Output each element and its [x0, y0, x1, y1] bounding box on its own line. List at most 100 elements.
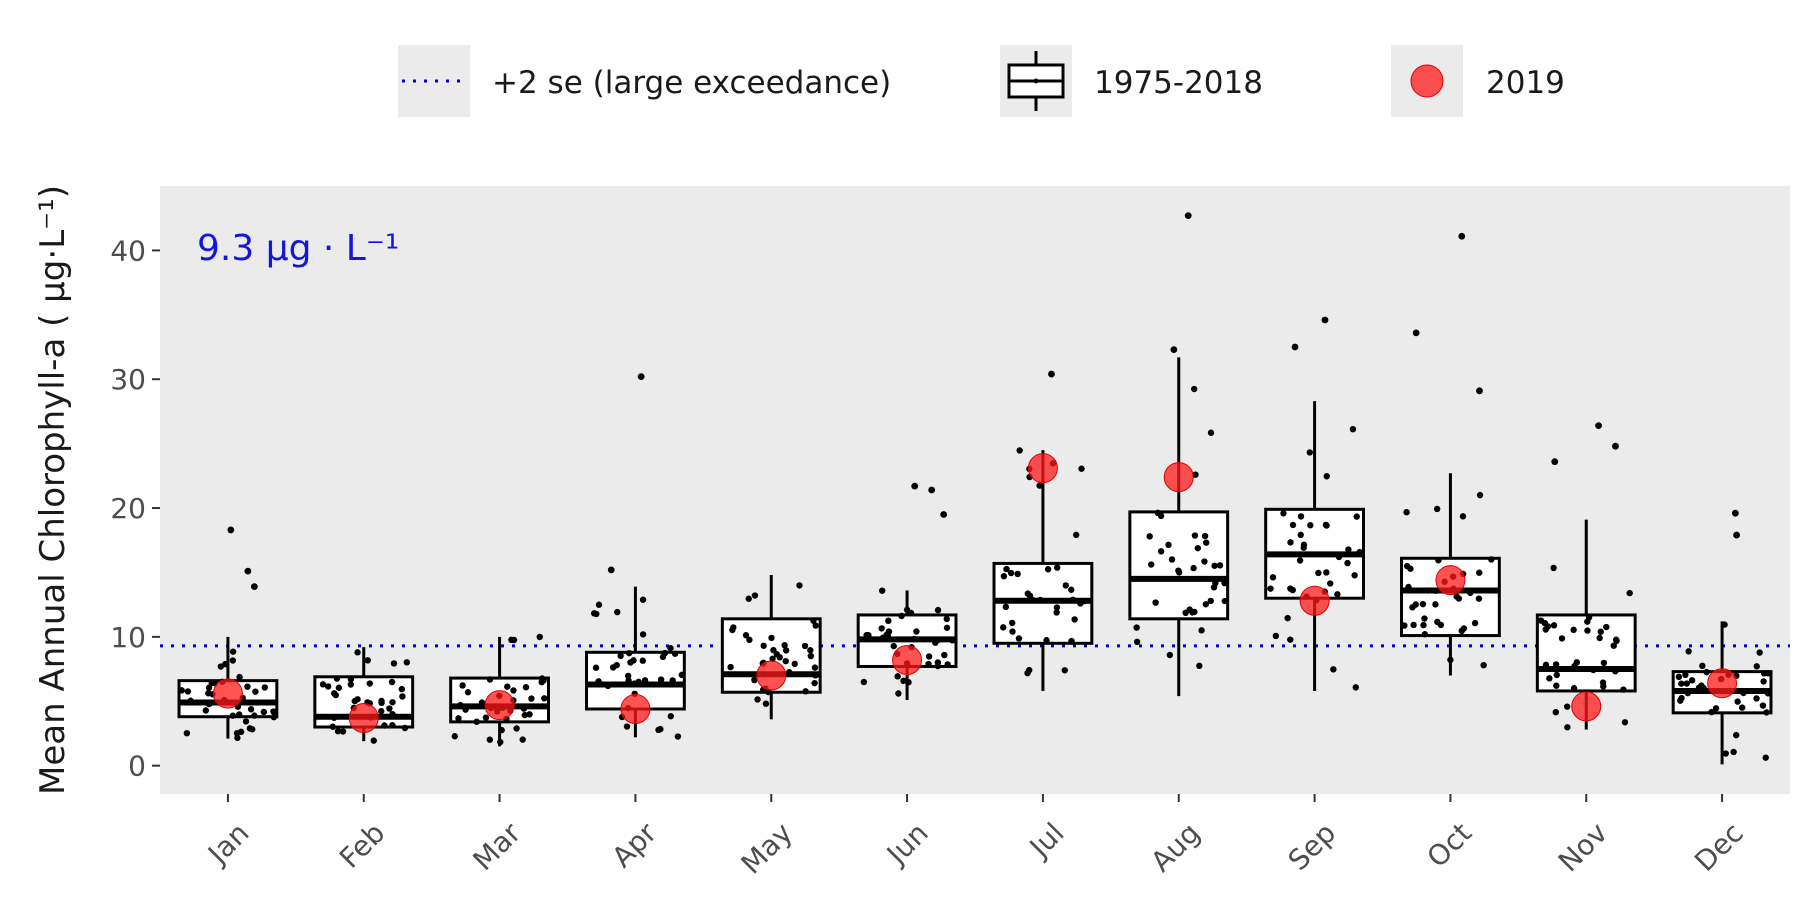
- observation-point: [528, 695, 535, 702]
- observation-point: [1620, 686, 1627, 693]
- observation-point: [1191, 385, 1198, 393]
- observation-point: [1421, 615, 1428, 622]
- observation-point: [1738, 704, 1746, 711]
- observation-point: [334, 727, 342, 735]
- observation-point: [370, 737, 377, 744]
- observation-point: [1003, 565, 1010, 573]
- observation-point: [1688, 677, 1696, 684]
- observation-point: [1289, 586, 1296, 594]
- observation-point: [1352, 684, 1359, 691]
- observation-point: [1703, 668, 1710, 676]
- observation-point: [251, 712, 258, 719]
- observation-point: [1590, 666, 1597, 674]
- observation-point: [1053, 604, 1061, 611]
- observation-point: [270, 713, 278, 721]
- observation-point: [1133, 638, 1141, 646]
- observation-point: [1684, 689, 1692, 697]
- observation-point: [261, 684, 268, 691]
- observation-point: [1356, 548, 1363, 556]
- y-tick-label: 20: [110, 492, 146, 525]
- observation-point: [1682, 671, 1689, 679]
- observation-point: [1068, 586, 1075, 593]
- x-tick-label: Oct: [1420, 816, 1478, 874]
- outlier-point: [1551, 458, 1559, 466]
- observation-point: [1061, 667, 1068, 674]
- observation-point: [624, 672, 632, 680]
- observation-point: [1421, 631, 1429, 638]
- x-tick-label: Dec: [1688, 816, 1750, 878]
- observation-point: [746, 636, 753, 644]
- observation-point: [451, 733, 458, 740]
- observation-point: [1000, 572, 1008, 580]
- legend-key-box-icon: [1007, 51, 1065, 111]
- observation-point: [354, 696, 361, 703]
- observation-point: [1424, 587, 1432, 594]
- observation-point: [497, 738, 504, 746]
- y-tick-label: 0: [128, 750, 146, 783]
- observation-point: [1043, 637, 1050, 644]
- observation-point: [595, 678, 602, 685]
- observation-point: [659, 653, 667, 661]
- observation-point: [943, 624, 951, 631]
- observation-point: [1459, 513, 1467, 520]
- observation-point: [1763, 709, 1770, 716]
- observation-point: [1157, 548, 1165, 555]
- observation-point: [623, 723, 631, 730]
- observation-point: [754, 696, 761, 703]
- observation-point: [729, 626, 736, 634]
- observation-point: [1480, 661, 1487, 669]
- observation-point: [1053, 609, 1060, 616]
- observation-point: [1166, 651, 1174, 659]
- observation-point: [513, 725, 520, 732]
- observation-point: [178, 687, 185, 694]
- observation-point: [742, 632, 750, 639]
- observation-point: [1476, 491, 1484, 499]
- observation-point: [462, 706, 469, 713]
- observation-point: [811, 664, 819, 671]
- observation-point: [674, 733, 682, 740]
- observation-point: [1353, 513, 1360, 520]
- observation-point: [1435, 557, 1442, 564]
- observation-point: [1211, 562, 1218, 569]
- observation-point: [590, 610, 598, 617]
- observation-point: [1410, 621, 1417, 629]
- observation-point: [504, 683, 511, 690]
- observation-point: [1437, 621, 1445, 629]
- observation-point: [473, 718, 480, 725]
- observation-point: [883, 631, 890, 639]
- observation-point: [521, 711, 529, 719]
- observation-point: [934, 662, 942, 670]
- observation-point: [1306, 449, 1313, 456]
- outlier-point: [1595, 422, 1602, 429]
- observation-point: [389, 699, 396, 706]
- observation-point: [1455, 595, 1463, 602]
- observation-point: [639, 657, 647, 664]
- point-2019-jun: [892, 645, 923, 676]
- observation-point: [498, 726, 505, 734]
- observation-point: [1036, 482, 1043, 489]
- observation-point: [1351, 572, 1358, 579]
- observation-point: [941, 651, 948, 659]
- observation-point: [1296, 557, 1304, 564]
- observation-point: [812, 672, 819, 679]
- observation-point: [807, 652, 815, 660]
- observation-point: [934, 606, 942, 614]
- observation-point: [943, 615, 950, 623]
- observation-point: [1759, 702, 1767, 709]
- observation-point: [1044, 566, 1052, 573]
- observation-point: [1542, 661, 1550, 669]
- outlier-point: [1291, 343, 1299, 351]
- observation-point: [1764, 690, 1772, 697]
- observation-point: [1544, 623, 1552, 630]
- observation-point: [1546, 675, 1553, 682]
- observation-point: [1146, 533, 1153, 540]
- outlier-point: [1458, 232, 1466, 240]
- x-tick-label: Jan: [200, 816, 255, 871]
- observation-point: [1327, 580, 1334, 587]
- observation-point: [1210, 584, 1218, 591]
- observation-point: [1009, 619, 1016, 627]
- observation-point: [1029, 596, 1037, 604]
- observation-point: [1037, 596, 1044, 604]
- observation-point: [595, 601, 603, 608]
- observation-point: [1675, 673, 1683, 681]
